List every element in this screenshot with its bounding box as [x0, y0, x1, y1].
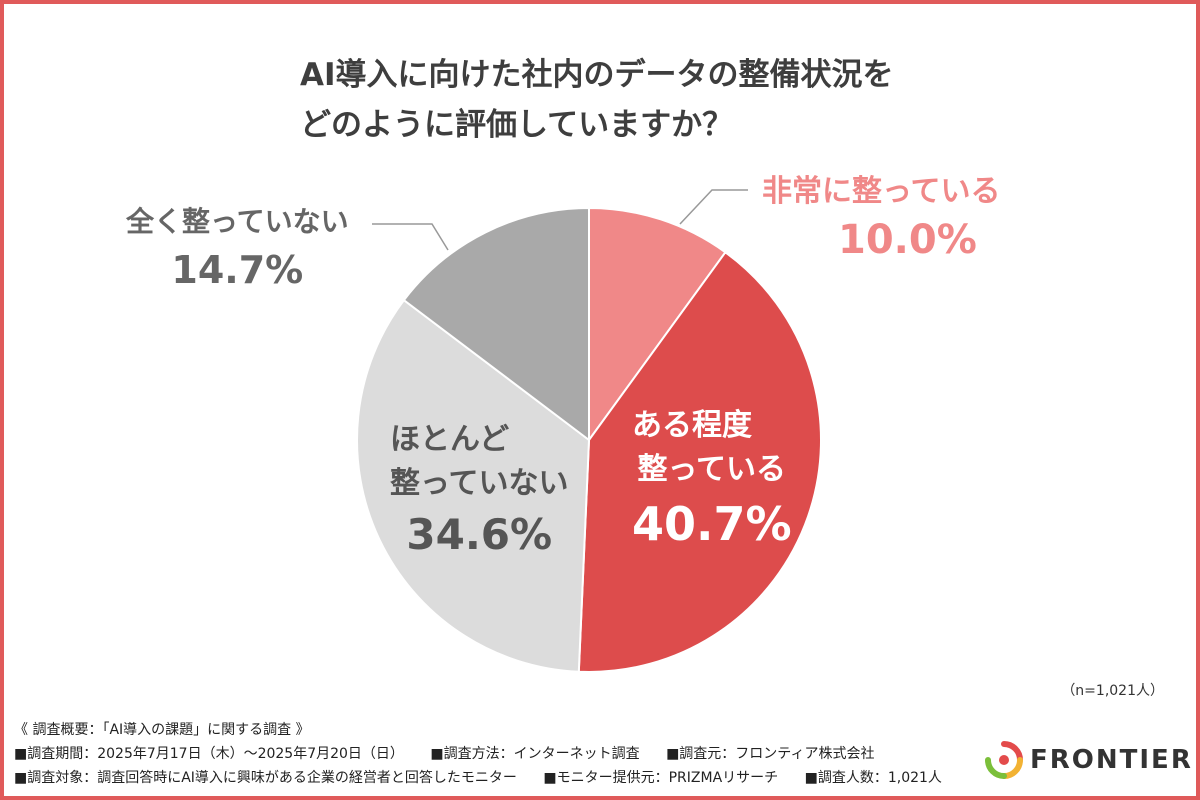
footer-provider: ■モニター提供元：PRIZMAリサーチ [543, 770, 779, 786]
leader-lines [372, 189, 748, 251]
chart-title-line1: AI導入に向けた社内のデータの整備状況を [300, 57, 894, 93]
footer-method: ■調査方法：インターネット調査 [430, 746, 640, 762]
label-aru: ある程度 整っている 40.7% [632, 404, 792, 556]
label-hotondo-line2: 整っていない [390, 466, 569, 501]
frontier-logo-text: FRONTIER [1030, 745, 1193, 775]
footer-target: ■調査対象：調査回答時にAI導入に興味がある企業の経営者と回答したモニター [14, 770, 517, 786]
slice-aru [577, 250, 822, 673]
footer-period: ■調査期間：2025年7月17日（木）〜2025年7月20日（日） [14, 746, 404, 762]
label-aru-pct: 40.7% [632, 497, 792, 551]
label-hijou: 非常に整っている 10.0% [762, 170, 1001, 266]
label-aru-line2: 整っている [637, 452, 787, 487]
frontier-logo-icon [985, 741, 1023, 779]
label-mattaku: 全く整っていない 14.7% [126, 200, 349, 296]
label-hotondo: ほとんど 整っていない 34.6% [390, 418, 569, 564]
label-hijou-text: 非常に整っている [762, 174, 1001, 209]
footer-heading: 《 調査概要：「AI導入の課題」に関する調査 》 [14, 722, 310, 738]
slice-hotondo [356, 298, 591, 673]
sample-size: （n=1,021人） [1061, 683, 1164, 699]
footer-source: ■調査元：フロンティア株式会社 [666, 746, 875, 762]
leader-line-mattaku [372, 223, 449, 251]
label-hotondo-line1: ほとんど [390, 422, 510, 457]
survey-footer: 《 調査概要：「AI導入の課題」に関する調査 》 ■調査期間：2025年7月17… [14, 718, 964, 790]
chart-title-line2: どのように評価していますか？ [300, 107, 734, 143]
slice-hijou [588, 206, 727, 444]
footer-row-1: ■調査期間：2025年7月17日（木）〜2025年7月20日（日） ■調査方法：… [14, 742, 964, 766]
footer-row-2: ■調査対象：調査回答時にAI導入に興味がある企業の経営者と回答したモニター ■モ… [14, 766, 964, 790]
label-mattaku-pct: 14.7% [171, 248, 304, 292]
frontier-logo: FRONTIER [984, 740, 1193, 780]
label-mattaku-text: 全く整っていない [126, 205, 349, 238]
leader-line-hijou [679, 189, 748, 225]
label-hijou-pct: 10.0% [838, 217, 977, 263]
slice-mattaku [402, 206, 590, 443]
pie-slices [356, 206, 822, 673]
footer-count: ■調査人数：1,021人 [804, 770, 942, 786]
chart-title: AI導入に向けた社内のデータの整備状況を どのように評価していますか？ [300, 50, 940, 150]
label-aru-line1: ある程度 [632, 408, 752, 443]
label-hotondo-pct: 34.6% [406, 510, 553, 559]
